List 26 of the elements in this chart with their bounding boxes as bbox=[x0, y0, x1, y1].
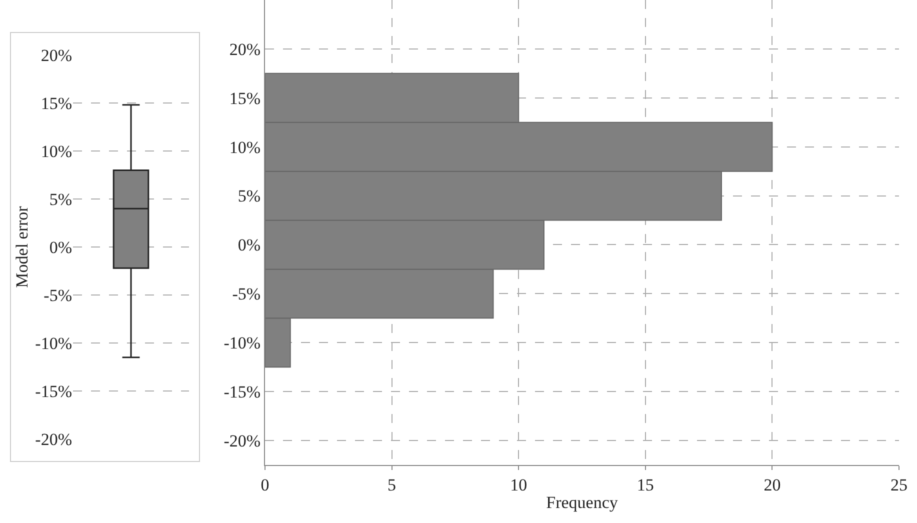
y-tick-label: -5% bbox=[232, 284, 261, 304]
x-tick-label: 10 bbox=[510, 475, 528, 494]
y-tick-label: 5% bbox=[49, 190, 72, 209]
y-tick-label: 5% bbox=[238, 186, 261, 206]
y-tick-label: -10% bbox=[35, 334, 72, 353]
y-tick-label: 20% bbox=[229, 40, 261, 59]
y-tick-label: 20% bbox=[40, 46, 72, 65]
x-tick-label: 25 bbox=[890, 475, 908, 494]
y-tick-label: -5% bbox=[44, 286, 72, 305]
y-tick-label: -20% bbox=[224, 431, 261, 450]
y-tick-label: 15% bbox=[229, 88, 261, 108]
x-axis-title: Frequency bbox=[546, 492, 618, 512]
x-tick-label: 0 bbox=[260, 475, 270, 494]
y-tick-label: 10% bbox=[40, 142, 72, 161]
y-tick-label: -20% bbox=[35, 430, 72, 449]
y-tick-label: 0% bbox=[49, 238, 72, 257]
y-tick-label: -10% bbox=[224, 334, 261, 353]
y-tick-label: 0% bbox=[238, 236, 261, 255]
x-tick-label: 20 bbox=[764, 475, 781, 494]
y-tick-label: -15% bbox=[35, 382, 72, 401]
y-tick-label: 10% bbox=[229, 138, 261, 157]
y-tick-label: 15% bbox=[40, 94, 72, 113]
y-axis-title: Model error bbox=[12, 206, 32, 288]
x-tick-label: 15 bbox=[636, 475, 654, 494]
y-tick-label: -15% bbox=[224, 382, 261, 402]
x-tick-label: 5 bbox=[388, 475, 396, 494]
